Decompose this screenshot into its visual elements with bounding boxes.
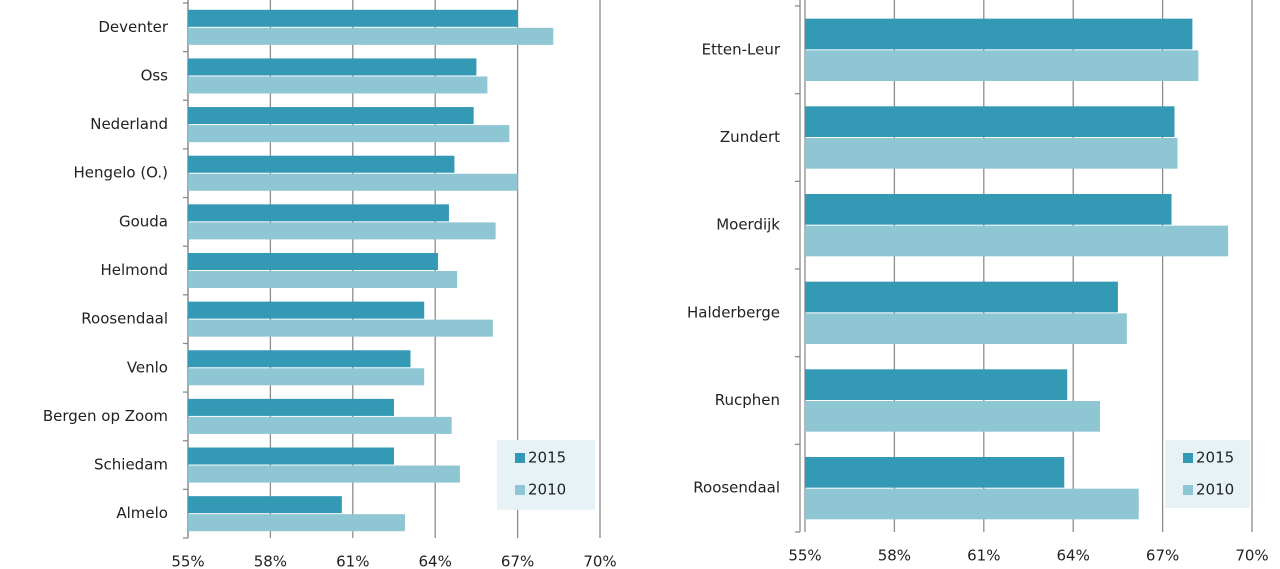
x-tick-label: 64% [1057,547,1090,565]
bar [188,514,405,532]
bar [805,456,1065,488]
bar [805,50,1199,82]
bar [188,155,455,173]
x-tick-label: 61% [336,553,369,569]
y-tick-label: Zundert [720,128,780,146]
y-tick-label: Rucphen [715,391,780,409]
legend-swatch [515,453,525,463]
y-tick-label: Roosendaal [693,479,780,497]
legend-swatch [1183,485,1193,495]
bar [188,222,496,240]
bar [805,138,1178,169]
y-tick-label: Almelo [116,504,168,522]
bar [188,447,394,465]
x-tick-label: 67% [1146,547,1179,565]
x-tick-label: 61% [967,547,1000,565]
bar [805,18,1193,50]
x-tick-label: 55% [788,547,821,565]
y-tick-label: Helmond [101,261,169,279]
y-tick-label: Moerdijk [716,216,780,234]
bar [805,369,1068,400]
y-tick-label: Deventer [98,18,169,36]
y-tick-label: Venlo [127,358,168,376]
bar [188,76,488,94]
bar [188,125,510,143]
legend-label: 2010 [528,481,566,499]
legend-box [497,440,595,510]
legend-label: 2015 [528,449,566,467]
x-tick-label: 64% [419,553,452,569]
legend-label: 2010 [1196,481,1234,499]
legend-swatch [1183,453,1193,463]
legend-label: 2015 [1196,449,1234,467]
x-tick-label: 70% [583,553,616,569]
y-tick-label: Oss [141,66,169,84]
bar [188,252,438,270]
bar [188,107,474,125]
bar [805,313,1127,345]
bar [188,319,493,337]
bar [805,225,1229,257]
bar [188,398,394,416]
bar [188,27,554,45]
bar [188,350,411,368]
y-tick-label: Nederland [90,115,168,133]
bar [188,204,449,222]
x-tick-label: 70% [1235,547,1268,565]
bar [805,488,1139,520]
bar [188,368,425,386]
bar [188,271,458,289]
x-tick-label: 55% [171,553,204,569]
bar [188,496,342,514]
y-tick-label: Bergen op Zoom [43,407,168,425]
bar [805,106,1175,137]
y-tick-label: Halderberge [687,303,780,321]
y-tick-label: Etten-Leur [702,40,781,58]
legend-box [1165,440,1250,508]
bar [805,401,1101,432]
y-tick-label: Schiedam [94,456,168,474]
x-tick-label: 67% [501,553,534,569]
y-tick-label: Hengelo (O.) [73,164,168,182]
bar [188,58,477,76]
bar [805,193,1172,225]
bar [805,281,1118,313]
y-tick-label: Roosendaal [81,310,168,328]
bar [188,465,460,483]
bar [188,9,518,27]
legend-swatch [515,485,525,495]
bar [188,301,425,319]
bar [188,416,452,434]
x-tick-label: 58% [878,547,911,565]
bar [188,173,518,191]
x-tick-label: 58% [254,553,287,569]
y-tick-label: Gouda [119,212,168,230]
